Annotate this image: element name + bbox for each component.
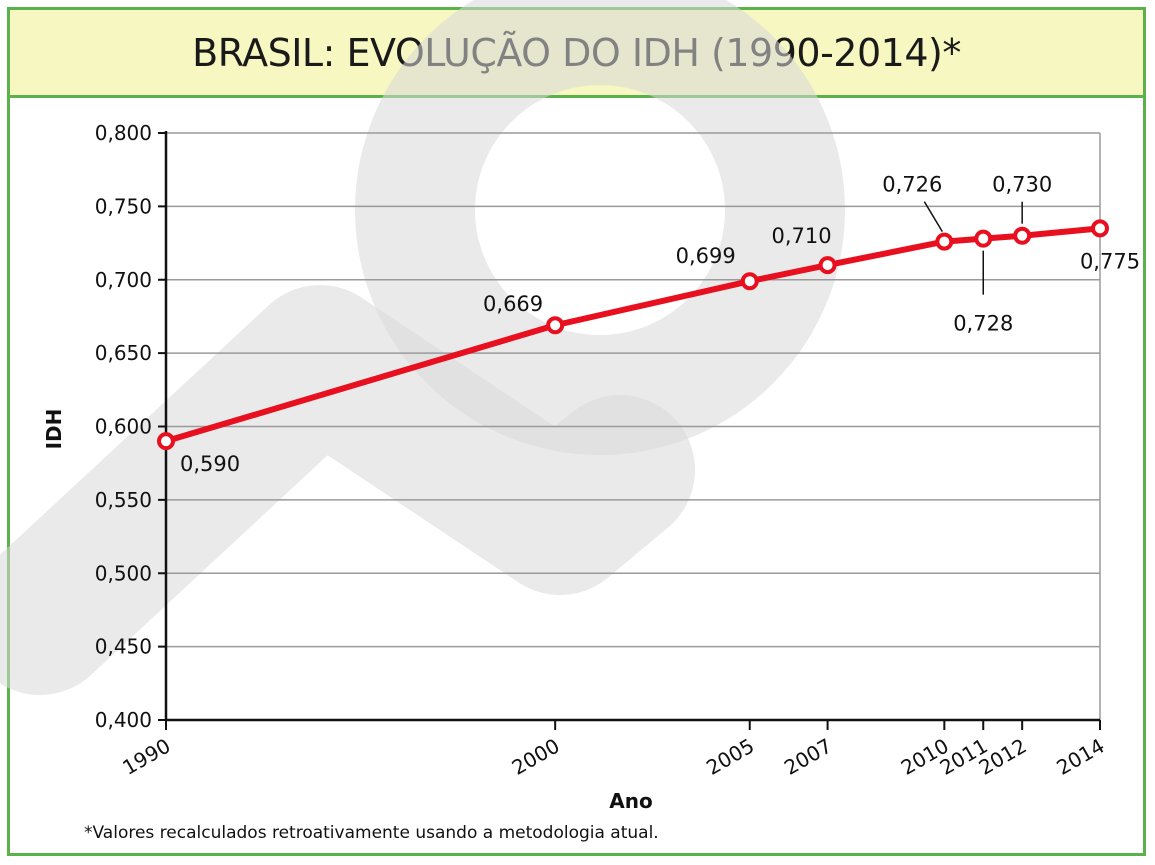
label-leader-line bbox=[923, 201, 943, 232]
y-tick-label: 0,400 bbox=[95, 708, 152, 732]
y-tick-label: 0,800 bbox=[95, 121, 152, 145]
data-label: 0,726 bbox=[882, 173, 942, 197]
data-labels: 0,590 0,669 0,699 0,710 0,726 0,728 0,730 0,775 bbox=[180, 173, 1140, 477]
series-line bbox=[157, 219, 1109, 451]
footnote: *Valores recalculados retroativamente us… bbox=[84, 823, 659, 843]
y-tick-labels: 0,400 0,450 0,500 0,550 0,600 0,650 0,700 0,750… bbox=[95, 121, 152, 732]
y-tick-label: 0,600 bbox=[95, 415, 152, 439]
data-label: 0,669 bbox=[483, 292, 543, 316]
x-tick-label: 2000 bbox=[508, 734, 564, 780]
data-point bbox=[1091, 219, 1109, 238]
data-label: 0,730 bbox=[992, 173, 1052, 197]
data-label: 0,728 bbox=[953, 312, 1013, 336]
y-tick-label: 0,700 bbox=[95, 268, 152, 292]
grid-lines bbox=[166, 132, 1101, 720]
y-tick-label: 0,650 bbox=[95, 341, 152, 365]
watermark-logo bbox=[0, 0, 845, 695]
data-label: 0,699 bbox=[676, 244, 736, 268]
data-label: 0,590 bbox=[180, 452, 240, 476]
data-point bbox=[546, 316, 565, 335]
data-label: 0,775 bbox=[1080, 249, 1140, 273]
axes bbox=[158, 131, 1101, 730]
watermark-stroke bbox=[0, 285, 695, 695]
data-point bbox=[935, 232, 954, 251]
x-tick-label: 1990 bbox=[118, 734, 174, 780]
data-point bbox=[1013, 226, 1032, 245]
x-axis-title: Ano bbox=[609, 789, 652, 813]
data-point bbox=[740, 272, 759, 291]
y-tick-label: 0,500 bbox=[95, 561, 152, 585]
y-tick-label: 0,550 bbox=[95, 488, 152, 512]
x-tick-label: 2014 bbox=[1052, 734, 1108, 780]
data-point bbox=[157, 432, 175, 451]
data-point bbox=[974, 229, 993, 248]
watermark-ring bbox=[355, 0, 845, 455]
y-tick-label: 0,750 bbox=[95, 194, 152, 218]
y-tick-label: 0,450 bbox=[95, 635, 152, 659]
data-point bbox=[818, 256, 837, 275]
x-tick-label: 2005 bbox=[702, 734, 758, 780]
y-axis-title: IDH bbox=[42, 409, 66, 450]
x-tick-label: 2007 bbox=[780, 734, 836, 780]
data-label: 0,710 bbox=[771, 224, 831, 248]
